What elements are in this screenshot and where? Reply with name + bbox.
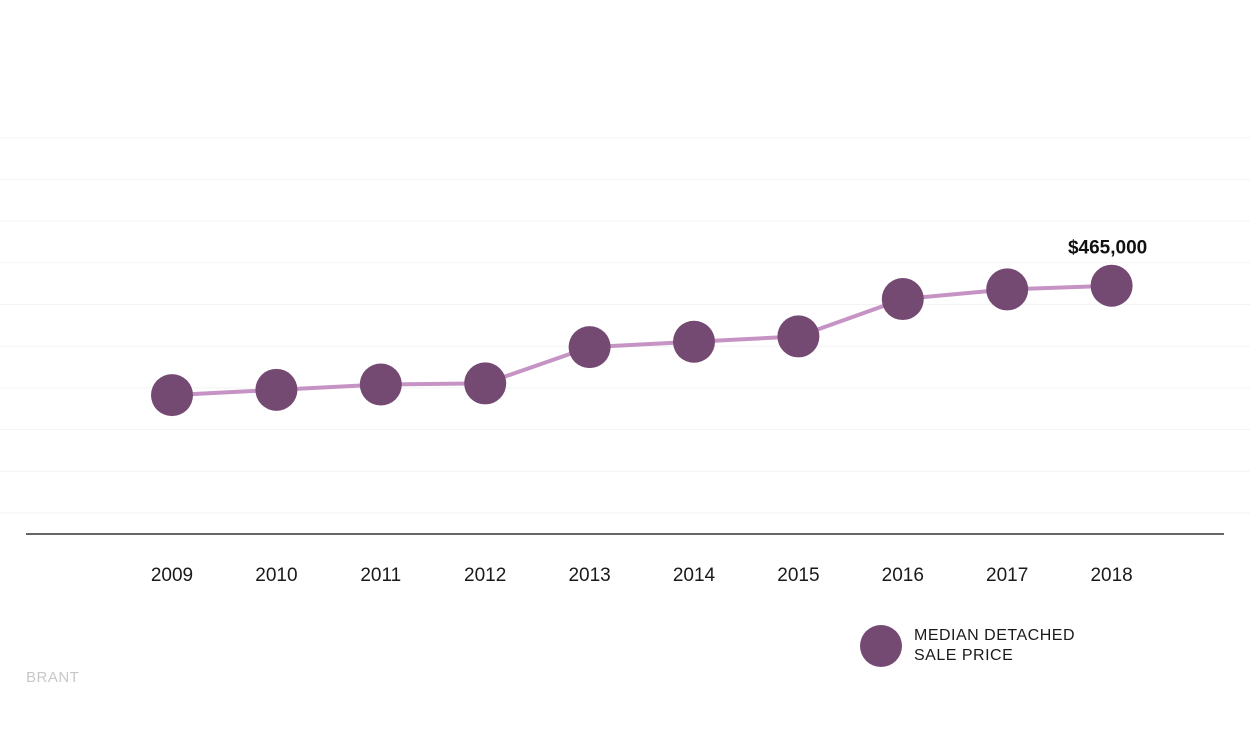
data-point-2013: [568, 326, 611, 369]
data-point-2010: [255, 368, 298, 411]
x-tick-label-2009: 2009: [151, 565, 193, 586]
x-tick-label-2011: 2011: [360, 565, 401, 586]
x-tick-label-2016: 2016: [882, 565, 924, 586]
data-point-2011: [359, 363, 402, 406]
x-tick-label-2013: 2013: [568, 565, 610, 586]
x-tick-label-2015: 2015: [777, 565, 819, 586]
legend-label-line-1: MEDIAN DETACHED: [914, 627, 1075, 644]
data-label-2018: $465,000: [1068, 238, 1147, 259]
legend-marker-icon: [860, 625, 902, 667]
gridlines: [0, 137, 1250, 514]
x-tick-labels: 2009 2010 2011 2012 2013 2014 2015 2016 2017 2018: [151, 565, 1133, 586]
data-labels: $465,000: [1068, 238, 1147, 259]
x-tick-label-2018: 2018: [1090, 565, 1132, 586]
region-label: BRANT: [26, 669, 80, 686]
data-point-2015: [777, 315, 820, 358]
x-tick-label-2010: 2010: [255, 565, 297, 586]
series-line-median-detached-sale-price: [171, 283, 1112, 398]
data-point-2017: [986, 268, 1029, 311]
x-tick-label-2014: 2014: [673, 565, 716, 586]
data-point-2009: [151, 374, 193, 417]
legend-label-line-2: SALE PRICE: [914, 647, 1014, 664]
data-points: [151, 264, 1133, 417]
legend: MEDIAN DETACHED SALE PRICE: [860, 625, 1089, 667]
data-point-2012: [464, 362, 507, 405]
data-point-2018: [1090, 264, 1133, 307]
data-point-2014: [673, 320, 715, 363]
x-tick-label-2012: 2012: [464, 565, 506, 586]
data-point-2016: [881, 278, 924, 321]
legend-label: MEDIAN DETACHED SALE PRICE: [914, 626, 1089, 666]
x-tick-label-2017: 2017: [986, 565, 1028, 586]
